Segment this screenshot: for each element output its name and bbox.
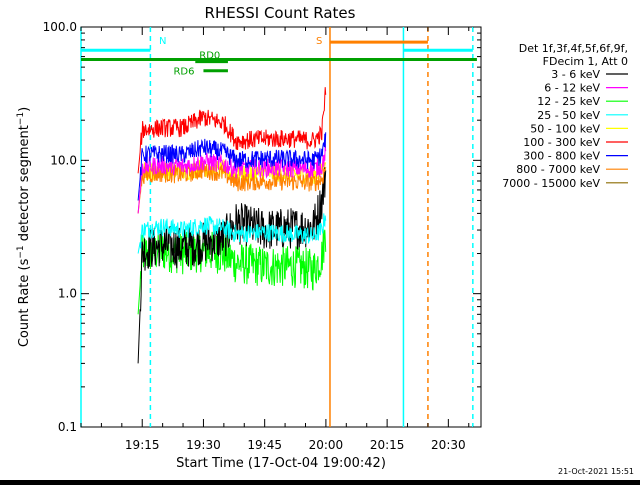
y-axis-label-part: Count Rate (s <box>17 258 32 347</box>
legend-entry-label: 50 - 100 keV <box>530 122 600 135</box>
legend: Det 1f,3f,4f,5f,6f,9f, FDecim 1, Att 0 3… <box>502 42 628 190</box>
legend-entry-label: 3 - 6 keV <box>551 68 600 81</box>
footer-timestamp: 21-Oct-2021 15:51 <box>558 467 634 476</box>
y-tick-label: 0.1 <box>58 420 77 434</box>
decimation-label: RD6 <box>173 67 194 78</box>
legend-entry-label: 7000 - 15000 keV <box>502 177 600 190</box>
y-tick-label: 1.0 <box>58 287 77 301</box>
y-axis-label-exponent: −1 <box>16 245 26 258</box>
legend-entry-label: 100 - 300 keV <box>523 136 600 149</box>
series-lines <box>137 87 327 364</box>
y-tick-label: 10.0 <box>50 153 77 167</box>
y-axis-label-part: ) <box>17 107 32 112</box>
chart-title: RHESSI Count Rates <box>205 4 356 22</box>
decimation-label: RD0 <box>199 51 220 62</box>
marker-label: N <box>159 36 166 47</box>
legend-entry-label: 12 - 25 keV <box>537 95 600 108</box>
legend-entry-label: 800 - 7000 keV <box>516 163 600 176</box>
y-axis-label-part: detector segment <box>17 125 32 245</box>
series-line <box>137 213 327 254</box>
x-tick-label: 20:30 <box>431 438 466 452</box>
x-tick-label: 19:45 <box>247 438 282 452</box>
x-axis-label: Start Time (17-Oct-04 19:00:42) <box>176 456 386 471</box>
y-axis: 0.1 1.0 10.0 100.0 <box>43 20 481 434</box>
marker-label: S <box>316 36 322 47</box>
legend-header-line-2: FDecim 1, Att 0 <box>543 55 628 68</box>
series-line <box>137 87 327 174</box>
series-line <box>137 229 327 315</box>
legend-entry-label: 300 - 800 keV <box>523 150 600 163</box>
x-tick-label: 20:00 <box>309 438 344 452</box>
vertical-lines <box>80 27 474 427</box>
x-tick-label: 19:15 <box>125 438 160 452</box>
x-tick-label: 20:15 <box>370 438 405 452</box>
legend-header-line-1: Det 1f,3f,4f,5f,6f,9f, <box>519 42 628 55</box>
attenuator-markers: N S RD0 RD6 <box>81 36 477 78</box>
legend-entry-label: 6 - 12 keV <box>544 82 600 95</box>
x-axis: 19:15 19:30 19:45 20:00 20:15 20:30 <box>80 27 470 452</box>
y-axis-label-exponent: −1 <box>16 112 26 125</box>
y-axis-label: Count Rate (s−1 detector segment−1) <box>16 107 32 347</box>
x-tick-label: 19:30 <box>186 438 221 452</box>
series-line <box>137 161 327 214</box>
legend-entry-label: 25 - 50 keV <box>537 109 600 122</box>
series-line <box>137 143 327 214</box>
y-tick-label: 100.0 <box>43 20 77 34</box>
series-line <box>137 132 327 201</box>
